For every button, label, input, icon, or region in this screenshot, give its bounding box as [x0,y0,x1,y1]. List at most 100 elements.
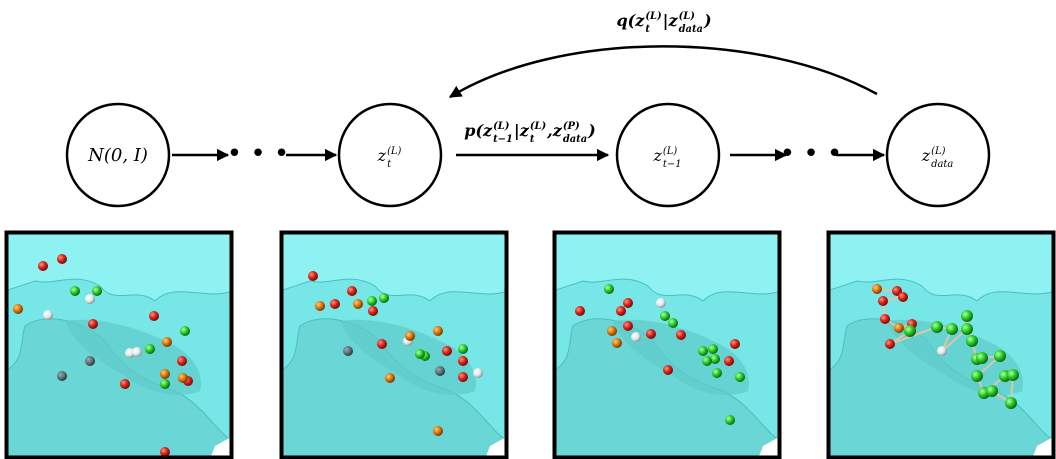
atom [904,325,916,337]
ellipsis: • • • [227,139,290,169]
atom [405,331,415,341]
atom [730,339,740,349]
atom [976,352,988,364]
atom [177,356,187,366]
atom [178,373,188,383]
atom [698,346,708,356]
atom [433,326,443,336]
page: {"nodes": [ {"label": [{"t": "N(0, I)"}]… [0,0,1056,459]
atom [725,415,735,425]
label-part: q( [616,11,636,30]
atom [43,310,53,320]
pocket-panel [553,231,781,459]
atom [458,344,468,354]
subscript: t [645,24,650,35]
atom [120,379,130,389]
label-part: z [377,146,387,165]
label-part: p( [464,121,484,140]
label-part: z [921,146,931,165]
atom [660,311,670,321]
math-label: N(0, I) [87,145,148,166]
atom [160,379,170,389]
atom [961,323,973,335]
label-part: z [552,121,563,140]
ellipsis: • • • [780,139,843,169]
atom [946,323,958,335]
atom [607,326,617,336]
subscript: data [931,159,953,170]
atom [931,321,943,333]
atom [57,254,67,264]
atom [377,339,387,349]
atom [898,292,908,302]
atom [885,339,895,349]
atom [724,356,734,366]
atom [442,346,452,356]
atom [458,356,468,366]
atom [343,346,353,356]
atom [38,261,48,271]
superscript: (P) [563,121,580,132]
atom [385,373,395,383]
label-part: z [652,146,662,165]
label-part: N(0, I) [87,145,148,166]
atom [1007,369,1019,381]
label-part: z [482,121,493,140]
atom [435,366,445,376]
atom [937,346,947,356]
atom [85,294,95,304]
atom [702,356,712,366]
atom [604,284,614,294]
atom [986,385,998,397]
atom [308,271,318,281]
pocket-panel [5,231,233,459]
atom [315,301,325,311]
superscript: (L) [645,11,662,22]
panel-content [5,231,233,459]
atom [145,344,155,354]
atom [616,306,626,316]
atom [708,344,718,354]
atom [353,299,363,309]
atom [966,335,978,347]
atom [878,296,888,306]
label-part: , [546,121,553,140]
atom [656,298,666,308]
atom [149,311,159,321]
superscript: (L) [931,146,945,157]
subscript: t [530,134,535,145]
atom [663,365,673,375]
atom [132,347,142,357]
atom [575,306,585,316]
atom [872,284,882,294]
atom [85,356,95,366]
atom [347,286,357,296]
superscript: (L) [663,146,677,157]
subscript: t [387,159,391,170]
label-part: ) [587,121,596,140]
label-part: ) [703,11,712,30]
superscript: (L) [530,121,547,132]
atom [162,337,172,347]
atom [458,372,468,382]
subscript: t−1 [493,134,513,145]
atom [646,329,656,339]
subscript: data [563,134,587,145]
math-label: p(z(L)t−1|z(L)t, z(P)data) [464,121,596,145]
atom [180,326,190,336]
label-part: z [668,11,679,30]
atom [368,306,378,316]
label-part: z [634,11,645,30]
atom [88,319,98,329]
atom [623,321,633,331]
atom [735,372,745,382]
pocket-panel [280,231,508,459]
subscript: data [679,24,703,35]
atom [330,299,340,309]
atom [160,369,170,379]
atom [623,298,633,308]
superscript: (L) [493,121,510,132]
atom [971,370,983,382]
atom [379,293,389,303]
atom [433,426,443,436]
